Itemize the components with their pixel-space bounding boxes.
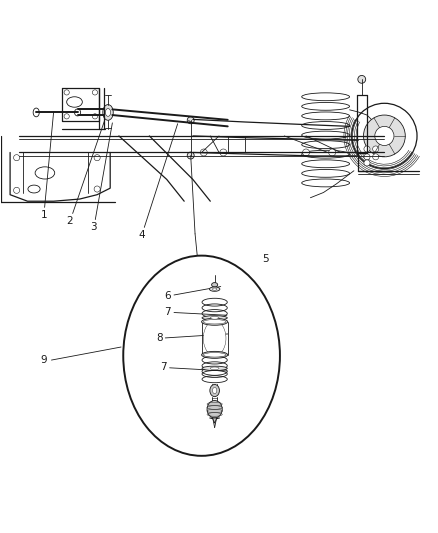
Circle shape [328,149,336,156]
Ellipse shape [187,152,194,159]
Ellipse shape [209,287,220,292]
Circle shape [14,155,20,161]
Circle shape [64,114,69,119]
Ellipse shape [358,76,366,83]
Circle shape [200,149,207,156]
Text: 7: 7 [165,307,227,317]
Circle shape [92,90,98,95]
Circle shape [373,154,379,160]
Circle shape [94,155,100,161]
Text: 2: 2 [67,119,105,226]
Text: 9: 9 [41,355,47,365]
Ellipse shape [74,109,81,116]
Ellipse shape [210,367,219,370]
Text: 7: 7 [160,362,227,373]
Text: 3: 3 [91,123,113,232]
Circle shape [14,187,20,193]
Text: 1: 1 [41,112,53,220]
Circle shape [303,149,310,156]
Circle shape [92,114,98,119]
Circle shape [364,146,370,152]
Text: 5: 5 [262,254,269,264]
Ellipse shape [202,316,227,320]
Polygon shape [209,418,220,423]
Circle shape [220,149,227,156]
Circle shape [64,90,69,95]
Circle shape [364,154,370,160]
Ellipse shape [202,366,227,370]
Circle shape [375,126,394,146]
Ellipse shape [203,320,226,324]
Text: 6: 6 [165,287,221,301]
Ellipse shape [201,318,228,325]
Ellipse shape [212,387,217,393]
Ellipse shape [203,353,226,357]
Ellipse shape [212,288,217,290]
Circle shape [373,146,379,152]
Ellipse shape [123,256,280,456]
Text: 8: 8 [156,333,228,343]
Text: 4: 4 [138,124,178,240]
Ellipse shape [106,109,111,116]
Ellipse shape [201,351,228,358]
Circle shape [94,186,100,192]
Ellipse shape [187,117,194,124]
Circle shape [364,160,370,166]
Circle shape [364,115,405,157]
Ellipse shape [210,384,219,397]
Ellipse shape [203,321,226,356]
Ellipse shape [33,108,39,117]
Ellipse shape [103,104,113,120]
Ellipse shape [210,317,219,319]
Ellipse shape [207,400,222,418]
Ellipse shape [212,282,218,287]
